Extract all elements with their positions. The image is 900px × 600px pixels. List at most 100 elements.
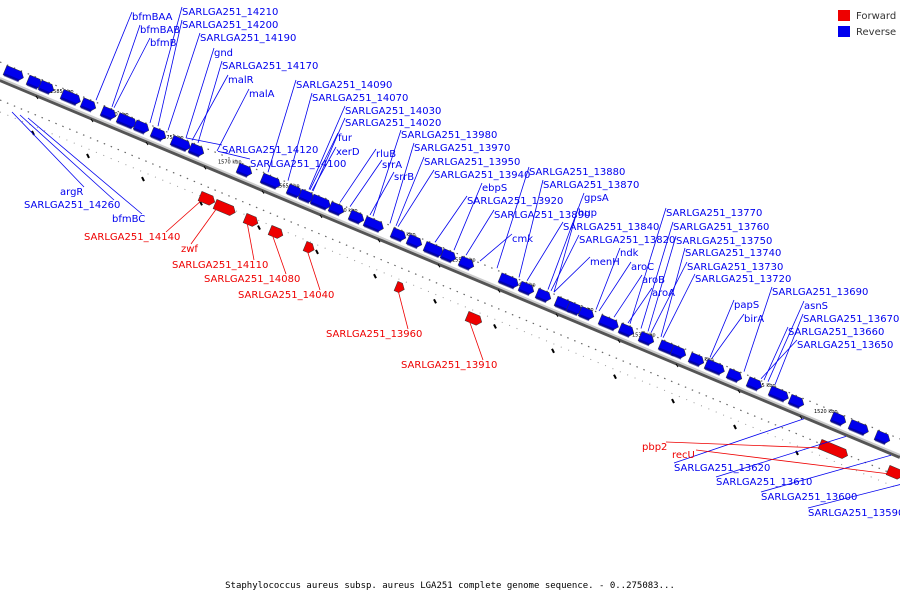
reverse-gene-label: SARLGA251_13890: [494, 210, 590, 221]
reverse-gene-label: ebpS: [482, 183, 507, 194]
minor-tick: [257, 225, 261, 231]
reverse-gene: [725, 368, 743, 384]
reverse-gene: [115, 112, 137, 130]
reverse-gene-label: SARLGA251_13670: [803, 314, 899, 325]
label-leader: [695, 449, 891, 475]
reverse-gene: [405, 233, 423, 250]
minor-tick: [86, 153, 90, 159]
minor-tick: [315, 249, 319, 255]
minor-tick: [141, 176, 145, 182]
label-leader: [553, 256, 591, 293]
reverse-gene-label: SARLGA251_13620: [674, 463, 770, 474]
label-leader: [191, 74, 229, 141]
kbp-tick-label: 1570 kbp: [218, 159, 242, 165]
reverse-gene-label: SARLGA251_14090: [296, 80, 392, 91]
reverse-gene-label: SARLGA251_14190: [200, 33, 296, 44]
label-leader: [526, 221, 564, 281]
kbp-tick-mark: [617, 339, 621, 344]
forward-gene: [302, 241, 315, 254]
reverse-gene-label: papS: [734, 300, 759, 311]
reverse-gene: [37, 79, 55, 95]
reverse-gene: [597, 314, 619, 332]
label-leader: [111, 24, 141, 108]
reverse-gene-label: SARLGA251_13720: [695, 274, 791, 285]
label-leader: [595, 247, 621, 310]
label-leader: [550, 234, 580, 291]
reverse-gene-label: cmk: [512, 234, 533, 245]
label-leader: [19, 114, 115, 201]
kbp-tick-label: 1575 kbp: [160, 135, 184, 141]
kbp-tick-label: 1580 kbp: [105, 112, 129, 118]
reverse-gene: [439, 248, 457, 264]
forward-gene: [267, 225, 284, 239]
label-leader: [287, 92, 313, 181]
label-leader: [165, 199, 203, 233]
label-leader: [453, 182, 483, 251]
reverse-gene-label: SARLGA251_13750: [676, 236, 772, 247]
reverse-gene-label: SARLGA251_13980: [401, 130, 497, 141]
forward-gene: [464, 311, 483, 326]
reverse-gene-label: SARLGA251_14030: [345, 106, 441, 117]
kbp-tick-mark: [261, 190, 265, 194]
reverse-gene-label: gpsA: [584, 193, 609, 204]
kbp-tick-mark: [377, 238, 381, 243]
reverse-gene: [847, 419, 869, 437]
reverse-gene: [327, 201, 345, 217]
caption: Staphylococcus aureus subsp. aureus LGA2…: [225, 581, 675, 591]
label-leader: [11, 111, 85, 188]
label-leader: [271, 233, 287, 275]
reverse-gene-label: aroB: [642, 275, 665, 286]
dotted-guides: [0, 61, 900, 490]
forward-gene: [212, 199, 236, 216]
reverse-gene-label: xerD: [336, 147, 360, 158]
reverse-gene-label: aroA: [652, 288, 675, 299]
label-leader: [518, 179, 544, 278]
label-leader: [311, 146, 337, 191]
reverse-gene-label: SARLGA251_13610: [716, 477, 812, 488]
reverse-gene-label: SARLGA251_13950: [424, 157, 520, 168]
forward-gene-label: recU: [672, 450, 695, 461]
reverse-gene: [362, 215, 384, 233]
reverse-gene-label: SARLGA251_13590: [808, 508, 900, 519]
label-leader: [349, 159, 383, 207]
forward-gene-label: pbp2: [642, 442, 667, 453]
reverse-gene: [517, 280, 535, 296]
label-leader: [650, 261, 688, 333]
reverse-gene-label: SARLGA251_13690: [772, 287, 868, 298]
minor-tick: [493, 324, 497, 329]
label-leader: [465, 209, 495, 256]
kbp-tick-mark: [319, 214, 323, 219]
reverse-gene-label: SARLGA251_13660: [788, 327, 884, 338]
label-leader: [479, 233, 513, 262]
forward-gene: [885, 465, 900, 480]
label-leader: [27, 117, 143, 215]
backbone-shadow: [0, 78, 900, 459]
reverse-gene-label: malA: [249, 89, 275, 100]
label-leader: [267, 79, 297, 173]
reverse-gene: [149, 126, 167, 142]
label-leader: [246, 221, 255, 261]
legend-reverse-label: Reverse: [856, 27, 896, 38]
reverse-gene-label: birA: [744, 314, 764, 325]
kbp-tick-mark: [35, 95, 39, 100]
label-leader: [369, 171, 395, 216]
reverse-gene-label: SARLGA251_13970: [414, 143, 510, 154]
label-leader: [743, 286, 773, 372]
reverse-gene: [687, 352, 705, 368]
label-leader: [665, 441, 823, 449]
reverse-gene-label: bfmBAB: [140, 25, 180, 36]
reverse-gene: [565, 300, 583, 317]
kbp-tick-mark: [437, 264, 441, 268]
label-leader: [553, 207, 579, 293]
label-leader: [185, 47, 215, 139]
reverse-gene-label: SARLGA251_14260: [24, 200, 120, 211]
reverse-gene-label: srrA: [382, 160, 402, 171]
forward-gene-label: SARLGA251_14040: [238, 290, 334, 301]
reverse-gene-label: malR: [228, 75, 254, 86]
reverse-gene-label: SARLGA251_14210: [182, 7, 278, 18]
label-leader: [308, 105, 346, 190]
forward-gene-label: SARLGA251_13910: [401, 360, 497, 371]
reverse-gene: [235, 162, 253, 178]
